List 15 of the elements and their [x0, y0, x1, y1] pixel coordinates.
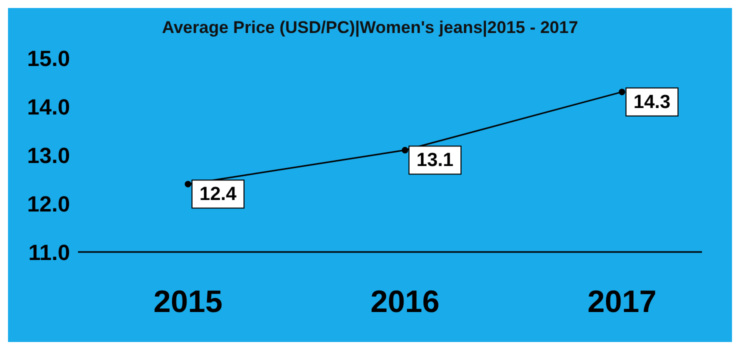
- y-tick-label: 15.0: [27, 46, 70, 71]
- y-tick-label: 11.0: [28, 240, 70, 265]
- y-tick-label: 13.0: [27, 142, 70, 168]
- point: [402, 146, 408, 154]
- x-tick-label: 2015: [154, 284, 222, 320]
- chart-title: Average Price (USD/PC)|Women's jeans|2015 - 2017: [160, 18, 580, 38]
- data-label: 12.4: [200, 184, 237, 206]
- point: [618, 88, 626, 96]
- point: [184, 180, 192, 188]
- y-tick-label: 12.0: [27, 191, 70, 216]
- y-tick-label: 14.0: [27, 94, 70, 120]
- data-label: 14.3: [634, 92, 670, 113]
- x-tick-label: 2016: [370, 284, 440, 320]
- x-tick-label: 2017: [588, 284, 656, 320]
- data-label: 13.1: [416, 150, 454, 172]
